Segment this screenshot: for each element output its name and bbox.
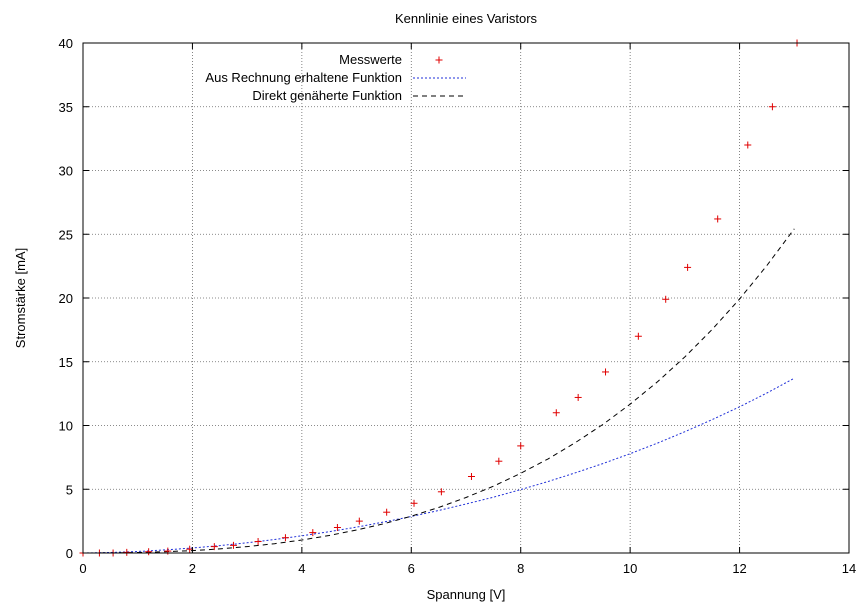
grid-lines	[83, 43, 849, 553]
data-point	[355, 517, 363, 525]
x-tick-label: 12	[732, 561, 746, 576]
data-point	[164, 547, 172, 555]
y-axis-label: Stromstärke [mA]	[13, 248, 28, 348]
x-tick-label: 4	[298, 561, 305, 576]
y-tick-label: 20	[59, 291, 73, 306]
data-point	[333, 524, 341, 531]
series-line-2	[82, 228, 795, 554]
data-point	[210, 543, 218, 551]
y-tick-label: 0	[66, 546, 73, 561]
legend-label: Aus Rechnung erhaltene Funktion	[205, 70, 402, 85]
data-point	[662, 295, 670, 303]
data-point	[714, 215, 722, 223]
x-tick-label: 6	[408, 561, 415, 576]
data-point	[229, 541, 237, 549]
data-point	[437, 488, 445, 496]
x-tick-label: 0	[79, 561, 86, 576]
data-point	[281, 534, 289, 542]
data-point	[410, 499, 418, 507]
x-axis-label: Spannung [V]	[427, 587, 506, 602]
series-line-1	[82, 377, 795, 554]
data-point	[768, 103, 776, 111]
y-tick-label: 35	[59, 100, 73, 115]
x-tick-label: 8	[517, 561, 524, 576]
x-tick-label: 14	[842, 561, 856, 576]
data-point	[744, 141, 752, 149]
data-point	[309, 529, 317, 537]
legend-label: Direkt genäherte Funktion	[252, 88, 402, 103]
y-tick-label: 5	[66, 482, 73, 497]
chart-title: Kennlinie eines Varistors	[395, 11, 538, 26]
x-tick-label: 10	[623, 561, 637, 576]
data-point	[123, 548, 131, 556]
data-point	[634, 332, 642, 340]
y-tick-label: 30	[59, 164, 73, 179]
axis-ticks: 0 2 4 6 8 10 12 14 0 5 10 15 20 25 30 35 40	[59, 36, 857, 576]
y-tick-label: 15	[59, 355, 73, 370]
data-point	[602, 368, 610, 376]
data-point	[552, 409, 560, 417]
data-point	[254, 538, 262, 546]
data-point	[383, 508, 391, 516]
data-point	[684, 263, 692, 271]
data-point	[145, 548, 153, 556]
legend: Messwerte Aus Rechnung erhaltene Funktion…	[205, 52, 466, 103]
x-tick-label: 2	[189, 561, 196, 576]
legend-swatch	[435, 56, 443, 64]
y-tick-label: 25	[59, 227, 73, 242]
y-tick-label: 10	[59, 419, 73, 434]
data-point	[574, 393, 582, 401]
data-point	[495, 457, 503, 465]
data-point	[467, 473, 475, 480]
y-tick-label: 40	[59, 36, 73, 51]
legend-label: Messwerte	[339, 52, 402, 67]
series-lines	[82, 228, 795, 554]
data-point	[517, 442, 525, 450]
